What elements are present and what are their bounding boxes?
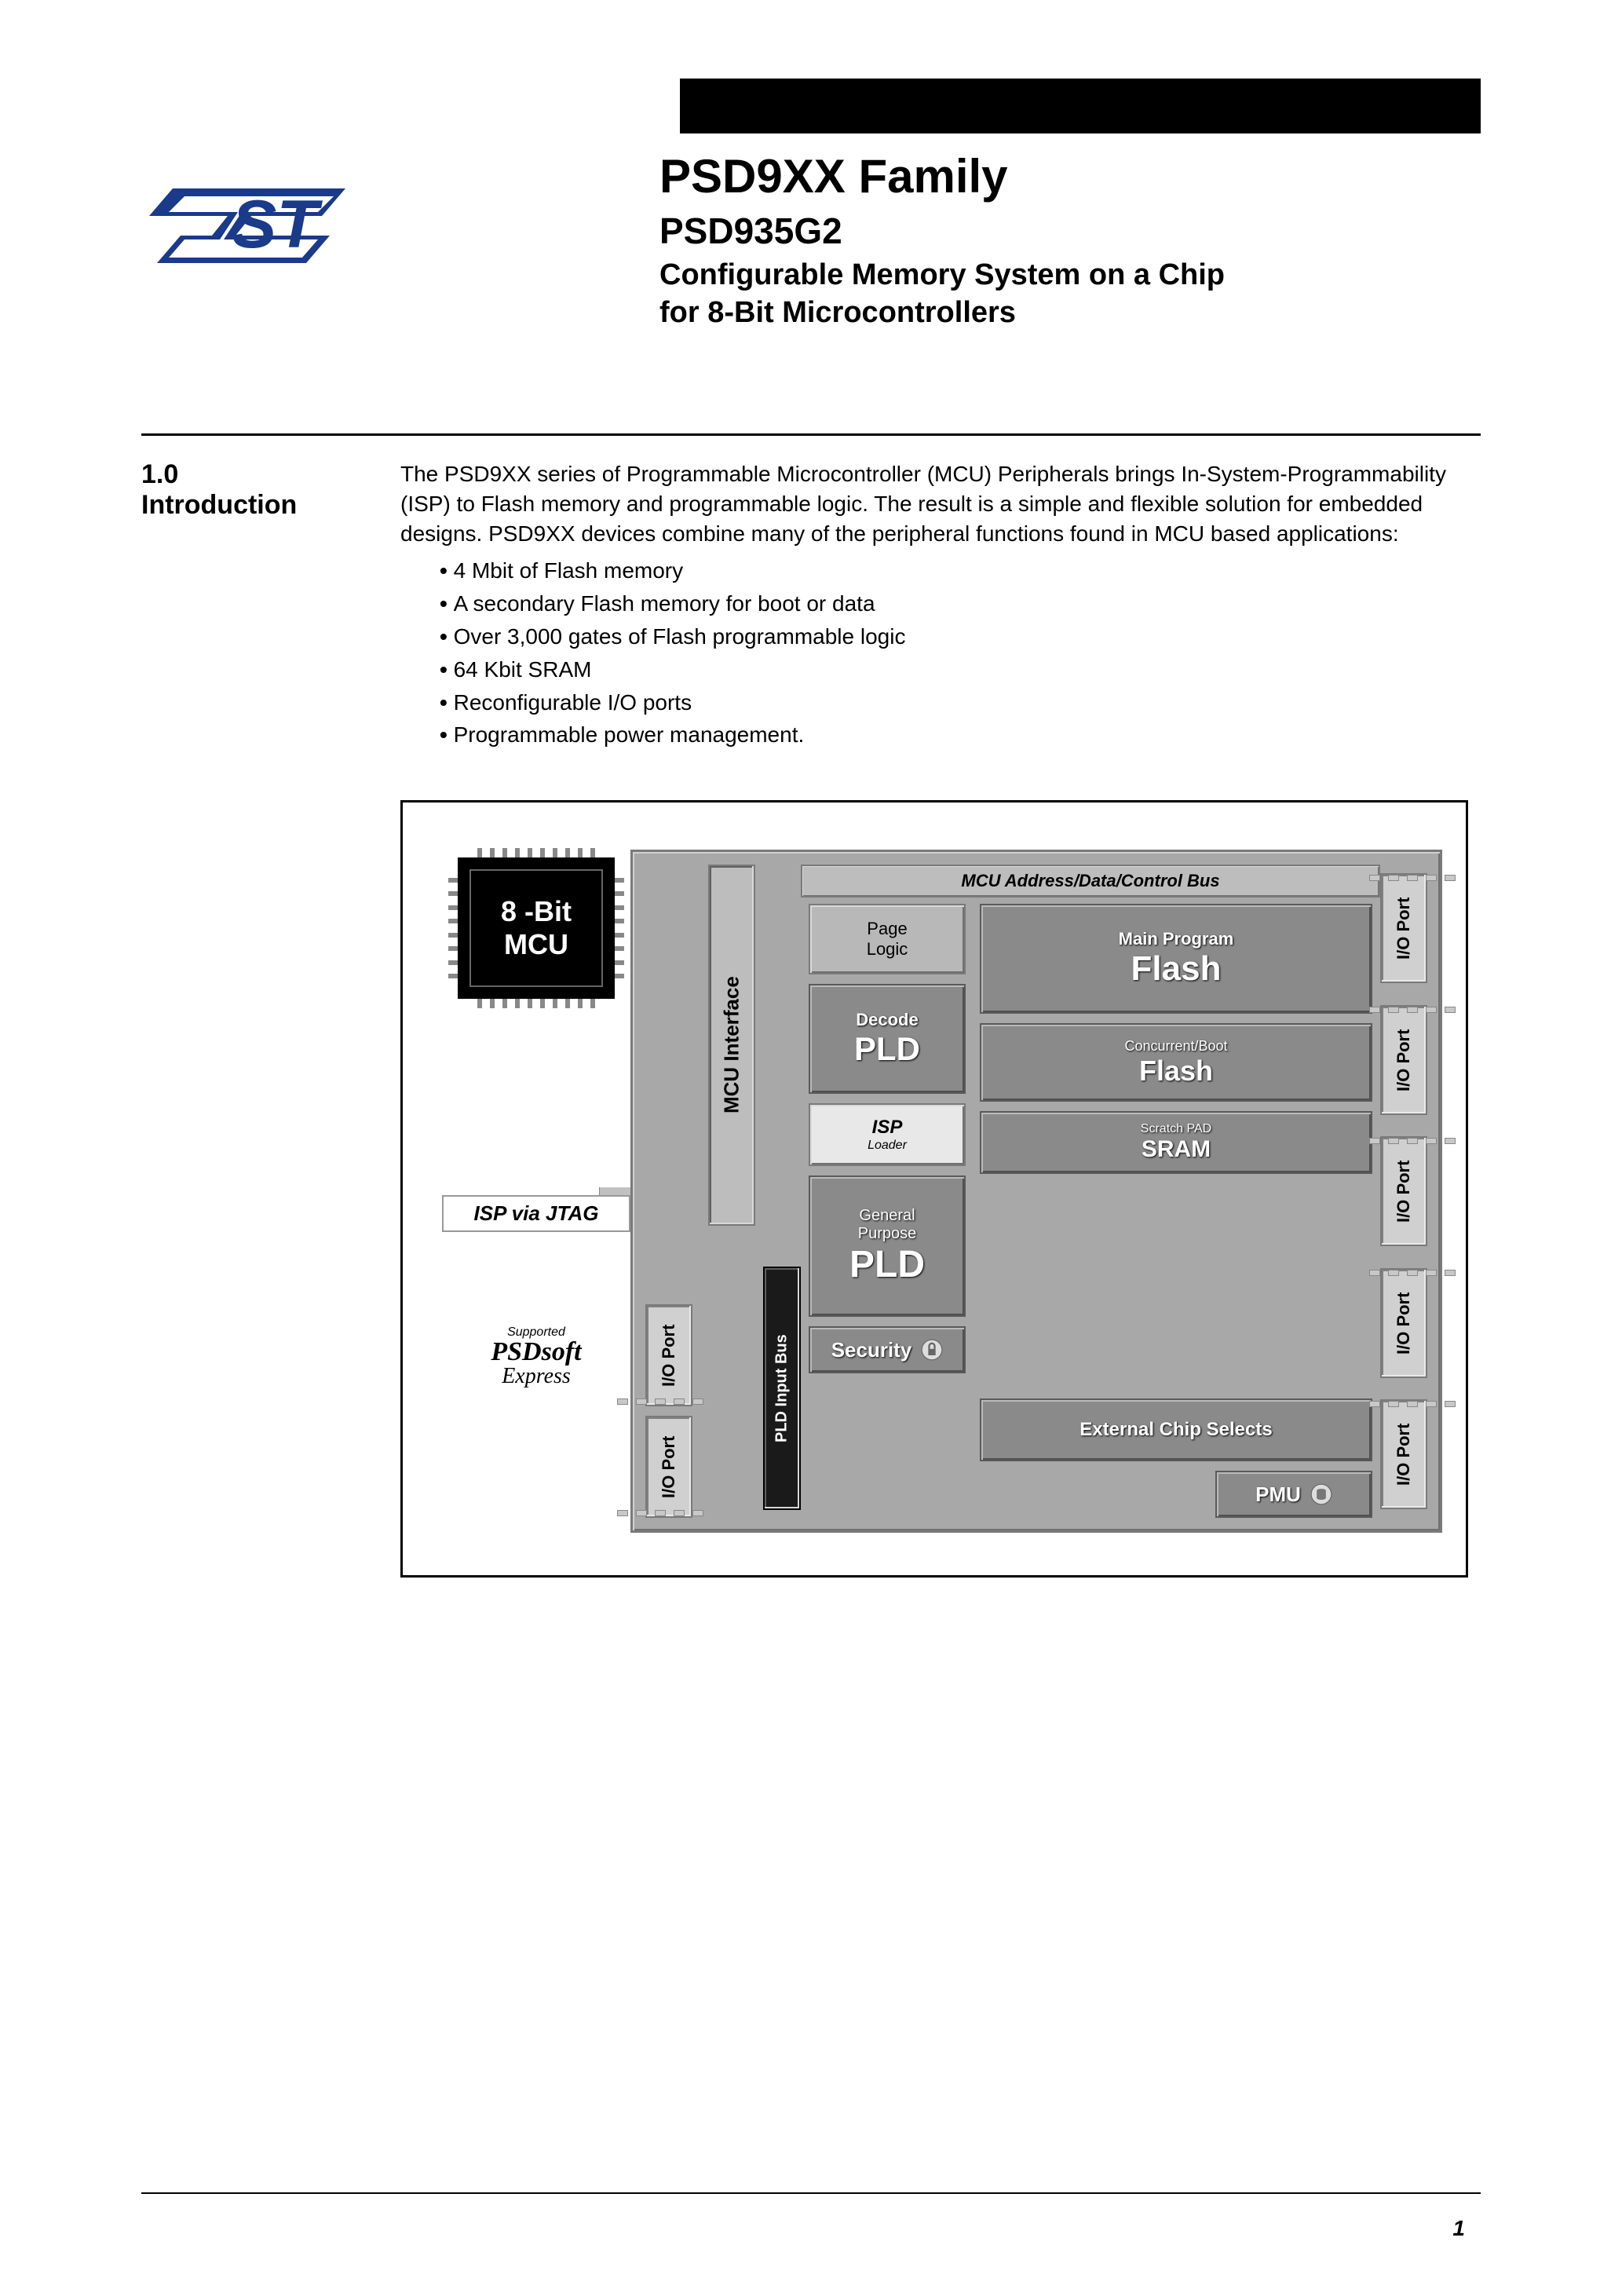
section-label: 1.0 Introduction bbox=[141, 459, 400, 753]
mcu-interface-block: MCU Interface bbox=[708, 865, 755, 1226]
gp-s1: General bbox=[859, 1207, 915, 1225]
mcu-line2: MCU bbox=[504, 928, 568, 961]
pmu-block: PMU bbox=[1215, 1471, 1372, 1518]
boot-flash-block: Concurrent/Boot Flash bbox=[980, 1023, 1372, 1102]
list-item: Over 3,000 gates of Flash programmable l… bbox=[440, 622, 1481, 652]
header-black-bar bbox=[680, 79, 1481, 133]
cylinder-icon bbox=[1310, 1483, 1332, 1505]
intro-paragraph: The PSD9XX series of Programmable Microc… bbox=[400, 459, 1481, 548]
body-text: The PSD9XX series of Programmable Microc… bbox=[400, 459, 1481, 753]
pmu-label: PMU bbox=[1255, 1483, 1301, 1507]
psdsoft-express: Express bbox=[491, 1366, 581, 1387]
isp-t1: ISP bbox=[872, 1117, 903, 1139]
page-logic-block: Page Logic bbox=[809, 904, 966, 974]
isp-loader-block: ISP Loader bbox=[809, 1103, 966, 1166]
list-item: 64 Kbit SRAM bbox=[440, 655, 1481, 685]
isp-jtag-label: ISP via JTAG bbox=[442, 1195, 630, 1232]
part-number: PSD935G2 bbox=[659, 210, 1481, 252]
ext-cs-label: External Chip Selects bbox=[1080, 1419, 1272, 1441]
right-column: Main Program Flash Concurrent/Boot Flash… bbox=[980, 904, 1372, 1518]
svg-text:ST: ST bbox=[232, 187, 323, 262]
io-port-block: I/O Port bbox=[1380, 1268, 1427, 1378]
datasheet-page: ST PSD9XX Family PSD935G2 Configurable M… bbox=[0, 0, 1622, 2296]
io-port-block: I/O Port bbox=[1380, 1005, 1427, 1115]
block-diagram: 8 -Bit MCU ISP via JTAG Supported PSDsof… bbox=[400, 800, 1468, 1578]
io-port-block: I/O Port bbox=[645, 1304, 692, 1406]
gp-big: PLD bbox=[849, 1243, 925, 1286]
gp-s2: Purpose bbox=[858, 1225, 917, 1243]
io-port-block: I/O Port bbox=[1380, 873, 1427, 983]
list-item: Reconfigurable I/O ports bbox=[440, 688, 1481, 718]
st-logo: ST bbox=[141, 173, 361, 275]
mf-small: Main Program bbox=[1119, 929, 1234, 949]
list-item: 4 Mbit of Flash memory bbox=[440, 556, 1481, 586]
sram-big: SRAM bbox=[1142, 1136, 1211, 1163]
pld-input-bus-block: PLD Input Bus bbox=[763, 1267, 801, 1510]
gp-pld-block: General Purpose PLD bbox=[809, 1175, 966, 1317]
left-io-ports: I/O Port I/O Port bbox=[645, 1304, 692, 1518]
list-item: A secondary Flash memory for boot or dat… bbox=[440, 589, 1481, 619]
bus-header: MCU Address/Data/Control Bus bbox=[801, 865, 1380, 898]
section-divider bbox=[141, 433, 1481, 436]
content-row: 1.0 Introduction The PSD9XX series of Pr… bbox=[141, 459, 1481, 753]
right-io-ports: I/O Port I/O Port I/O Port I/O Port bbox=[1380, 865, 1427, 1518]
header-row: ST PSD9XX Family PSD935G2 Configurable M… bbox=[141, 149, 1481, 331]
main-flash-block: Main Program Flash bbox=[980, 904, 1372, 1014]
ext-chip-selects-block: External Chip Selects bbox=[980, 1398, 1372, 1461]
io-port-block: I/O Port bbox=[1380, 1399, 1427, 1509]
page-logic-l1: Page bbox=[867, 919, 907, 939]
diagram-center-column: MCU Address/Data/Control Bus Page Logic … bbox=[809, 865, 1372, 1518]
title-block: PSD9XX Family PSD935G2 Configurable Memo… bbox=[393, 149, 1481, 331]
security-label: Security bbox=[831, 1338, 912, 1362]
page-number: 1 bbox=[1452, 2216, 1465, 2241]
subtitle-line2: for 8-Bit Microcontrollers bbox=[659, 294, 1481, 332]
psdsoft-logo: Supported PSDsoft Express bbox=[491, 1326, 581, 1387]
lock-icon bbox=[921, 1339, 943, 1361]
decode-pld-label: PLD bbox=[854, 1030, 920, 1068]
subtitle-line1: Configurable Memory System on a Chip bbox=[659, 257, 1481, 294]
isp-t2: Loader bbox=[868, 1139, 907, 1153]
diagram-left-column: 8 -Bit MCU ISP via JTAG Supported PSDsof… bbox=[426, 850, 646, 1387]
security-block: Security bbox=[809, 1326, 966, 1373]
family-title: PSD9XX Family bbox=[659, 149, 1481, 203]
feature-list: 4 Mbit of Flash memory A secondary Flash… bbox=[400, 556, 1481, 750]
io-port-block: I/O Port bbox=[1380, 1136, 1427, 1246]
sram-block: Scratch PAD SRAM bbox=[980, 1111, 1372, 1174]
footer-divider bbox=[141, 2192, 1481, 2194]
mf-big: Flash bbox=[1131, 949, 1222, 989]
mcu-line1: 8 -Bit bbox=[501, 895, 572, 928]
psd-main-block: I/O Port I/O Port MCU Interface PLD Inpu… bbox=[630, 850, 1442, 1533]
list-item: Programmable power management. bbox=[440, 720, 1481, 750]
decode-pld-block: Decode PLD bbox=[809, 984, 966, 1094]
mcu-chip: 8 -Bit MCU bbox=[458, 857, 615, 999]
io-port-block: I/O Port bbox=[645, 1416, 692, 1518]
section-name: Introduction bbox=[141, 490, 400, 521]
logo-container: ST bbox=[141, 149, 393, 275]
page-logic-l2: Logic bbox=[867, 939, 908, 960]
mid-column: Page Logic Decode PLD ISP Loader bbox=[809, 904, 966, 1518]
sram-small: Scratch PAD bbox=[1141, 1122, 1211, 1136]
bf-big: Flash bbox=[1139, 1055, 1213, 1088]
decode-label: Decode bbox=[856, 1010, 918, 1030]
psdsoft-name: PSDsoft bbox=[491, 1339, 581, 1366]
section-number: 1.0 bbox=[141, 459, 400, 490]
bf-small: Concurrent/Boot bbox=[1124, 1038, 1227, 1055]
